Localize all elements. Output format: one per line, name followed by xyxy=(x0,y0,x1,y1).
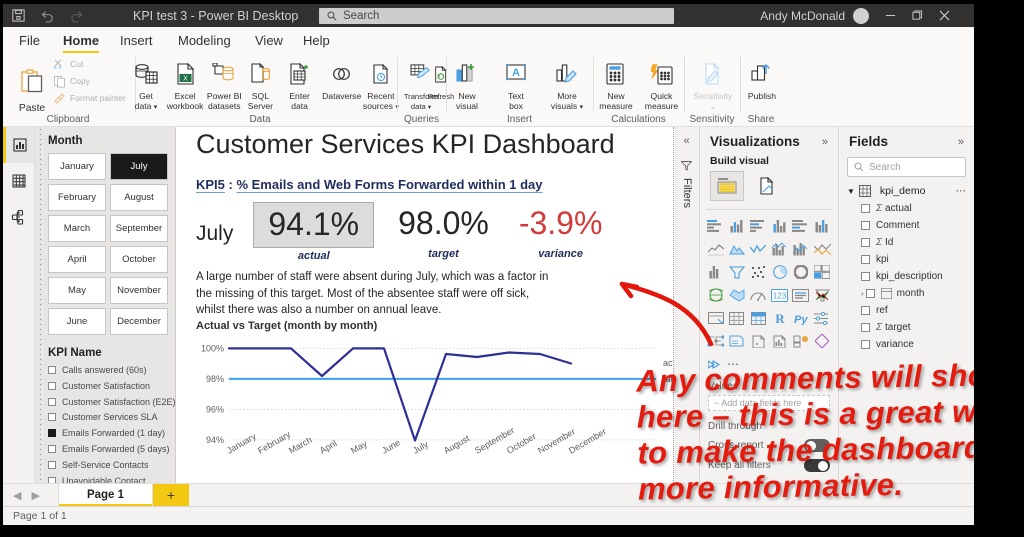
svg-text:123: 123 xyxy=(773,291,787,300)
svg-text:April: April xyxy=(318,438,339,456)
svg-text:100%: 100% xyxy=(201,344,224,354)
svg-text:R: R xyxy=(775,312,785,325)
svg-text:94%: 94% xyxy=(206,435,224,445)
svg-text:98%: 98% xyxy=(206,374,224,384)
svg-text:May: May xyxy=(349,438,369,455)
svg-text:February: February xyxy=(256,429,293,456)
svg-text:Py: Py xyxy=(794,314,808,325)
svg-text:July: July xyxy=(411,439,430,456)
svg-text:X: X xyxy=(183,75,188,82)
svg-text:A: A xyxy=(512,67,520,79)
svg-text:96%: 96% xyxy=(206,405,224,415)
svg-text:January: January xyxy=(225,431,258,456)
svg-text:August: August xyxy=(442,433,472,456)
